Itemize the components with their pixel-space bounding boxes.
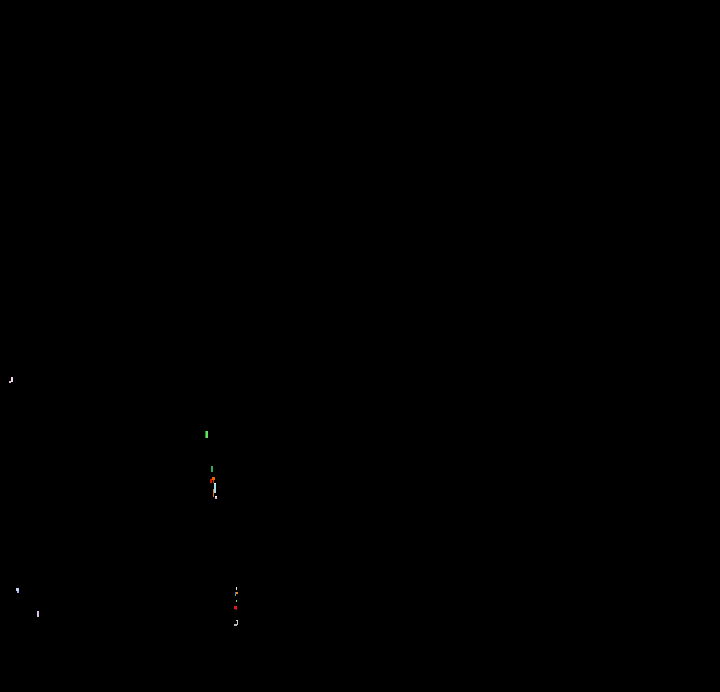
blue-streak bbox=[214, 484, 216, 493]
flame-burst bbox=[212, 477, 215, 480]
gray-glyph bbox=[234, 624, 237, 626]
red-dot bbox=[234, 606, 237, 609]
green-bar-upper bbox=[205, 431, 206, 438]
orange-streak bbox=[213, 489, 214, 497]
blue-streak bbox=[214, 483, 216, 484]
red-dot bbox=[235, 609, 237, 610]
multicolor-sprite bbox=[235, 594, 236, 596]
blue-blob-bottom-left bbox=[16, 588, 19, 591]
teal-bar bbox=[211, 466, 213, 472]
flame-burst bbox=[210, 479, 212, 483]
gray-glyph bbox=[236, 620, 238, 621]
pink-glyph-top-left bbox=[11, 377, 13, 382]
multicolor-sprite bbox=[236, 592, 238, 594]
multicolor-sprite bbox=[235, 592, 236, 594]
green-spark bbox=[236, 600, 237, 602]
flame-burst bbox=[213, 480, 214, 483]
gray-glyph bbox=[237, 621, 238, 625]
pink-spark bbox=[215, 497, 217, 499]
green-bar-upper bbox=[206, 431, 208, 438]
blue-blob-bottom-left bbox=[17, 591, 19, 593]
pink-glyph-top-left bbox=[9, 381, 11, 383]
lavender-bar bbox=[37, 611, 39, 617]
pink-spark bbox=[215, 496, 217, 497]
multicolor-sprite bbox=[236, 587, 237, 590]
